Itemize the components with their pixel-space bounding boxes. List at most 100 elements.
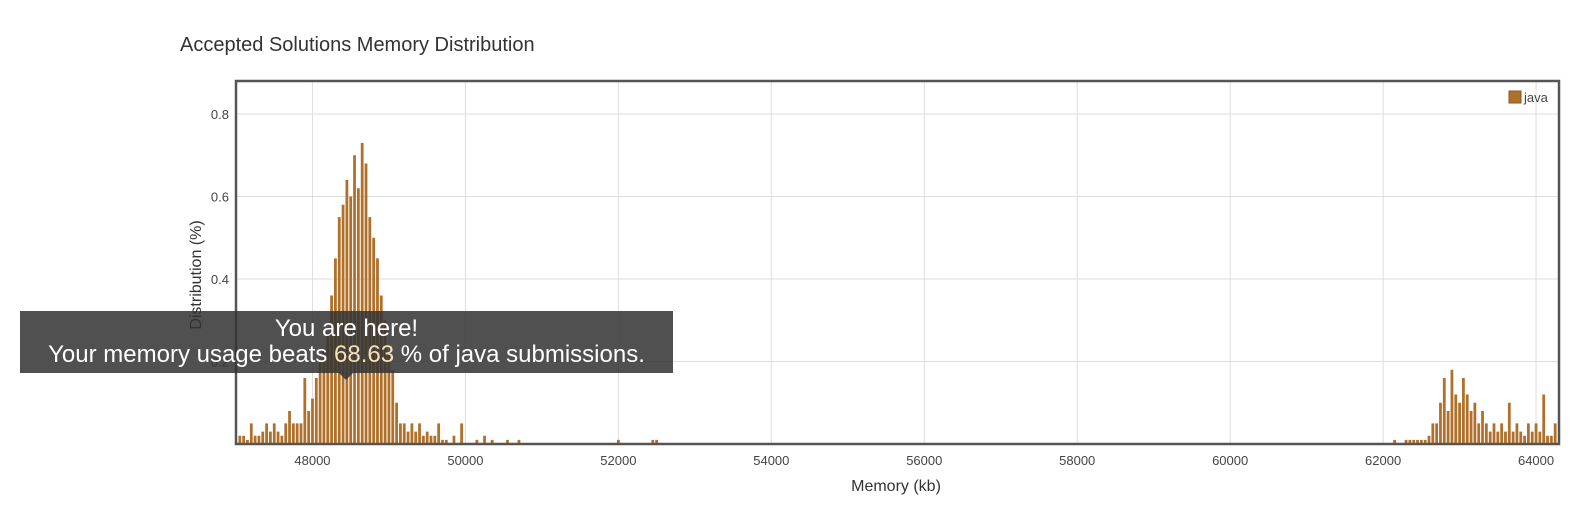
- bar-java[interactable]: [1546, 435, 1549, 444]
- bar-java[interactable]: [272, 423, 276, 444]
- bar-java[interactable]: [410, 423, 414, 444]
- bar-java[interactable]: [1462, 378, 1465, 444]
- bars-java[interactable]: [238, 142, 1557, 445]
- bar-java[interactable]: [616, 439, 620, 444]
- bar-java[interactable]: [280, 435, 284, 444]
- bar-java[interactable]: [452, 435, 456, 444]
- bar-java[interactable]: [326, 332, 330, 444]
- bar-java[interactable]: [1534, 423, 1538, 444]
- bar-java[interactable]: [418, 423, 421, 444]
- y-tick-label: 0.8: [211, 107, 229, 122]
- bar-java[interactable]: [1504, 431, 1507, 444]
- legend-swatch-java: [1508, 90, 1522, 104]
- bar-java[interactable]: [288, 411, 291, 444]
- bar-java[interactable]: [437, 423, 441, 444]
- bar-java[interactable]: [1408, 439, 1412, 444]
- bar-java[interactable]: [406, 431, 410, 444]
- bar-java[interactable]: [395, 402, 398, 444]
- bar-java[interactable]: [314, 378, 318, 444]
- bar-java[interactable]: [284, 423, 288, 444]
- bar-java[interactable]: [238, 435, 242, 444]
- bar-java[interactable]: [1458, 402, 1461, 444]
- bar-java[interactable]: [1492, 423, 1496, 444]
- bar-java[interactable]: [441, 439, 444, 444]
- bar-java[interactable]: [246, 439, 249, 444]
- bar-java[interactable]: [1496, 431, 1500, 444]
- bar-java[interactable]: [1484, 423, 1488, 444]
- bar-java[interactable]: [242, 435, 246, 444]
- bar-java[interactable]: [303, 378, 307, 444]
- bar-java[interactable]: [257, 435, 261, 444]
- bar-java[interactable]: [387, 353, 391, 444]
- bar-java[interactable]: [1427, 435, 1431, 444]
- bar-java[interactable]: [1446, 411, 1450, 444]
- bar-java[interactable]: [1500, 423, 1504, 444]
- bar-java[interactable]: [1519, 431, 1523, 444]
- bar-java[interactable]: [460, 423, 463, 444]
- bar-java[interactable]: [1393, 439, 1396, 444]
- bar-java[interactable]: [318, 361, 322, 445]
- bar-java[interactable]: [1523, 435, 1526, 444]
- bar-java[interactable]: [1507, 402, 1511, 444]
- bar-java[interactable]: [433, 435, 437, 444]
- bar-java[interactable]: [490, 439, 494, 444]
- bar-java[interactable]: [1435, 423, 1439, 444]
- bar-java[interactable]: [444, 439, 448, 444]
- bar-java[interactable]: [360, 142, 364, 444]
- bar-java[interactable]: [1423, 439, 1427, 444]
- bar-java[interactable]: [299, 423, 303, 444]
- bar-java[interactable]: [1412, 439, 1416, 444]
- bar-java[interactable]: [1481, 411, 1484, 444]
- bar-java[interactable]: [1450, 369, 1454, 444]
- bar-java[interactable]: [1511, 431, 1515, 444]
- bar-java[interactable]: [1515, 423, 1519, 444]
- bar-java[interactable]: [265, 423, 268, 444]
- bar-java[interactable]: [1553, 423, 1557, 444]
- bar-java[interactable]: [1416, 439, 1419, 444]
- bar-java[interactable]: [322, 349, 326, 444]
- bar-java[interactable]: [1469, 411, 1473, 444]
- x-tick-label: 50000: [447, 453, 483, 468]
- bar-java[interactable]: [311, 398, 314, 444]
- bar-java[interactable]: [249, 423, 253, 444]
- bar-java[interactable]: [655, 439, 658, 444]
- bar-java[interactable]: [414, 431, 418, 444]
- bar-java[interactable]: [399, 423, 402, 444]
- bar-java[interactable]: [506, 439, 509, 444]
- bar-java[interactable]: [1431, 423, 1435, 444]
- bar-java[interactable]: [261, 431, 265, 444]
- bar-java[interactable]: [402, 423, 406, 444]
- bar-java[interactable]: [517, 439, 521, 444]
- bar-java[interactable]: [1439, 402, 1442, 444]
- bar-java[interactable]: [1530, 431, 1534, 444]
- bar-java[interactable]: [483, 435, 486, 444]
- bar-java[interactable]: [364, 163, 368, 445]
- bar-java[interactable]: [475, 439, 479, 444]
- bar-java[interactable]: [295, 423, 299, 444]
- bar-java[interactable]: [391, 369, 395, 444]
- bar-java[interactable]: [1465, 394, 1469, 445]
- bar-java[interactable]: [1542, 394, 1546, 445]
- bar-java[interactable]: [1442, 378, 1446, 444]
- legend[interactable]: java: [1508, 90, 1549, 105]
- bar-java[interactable]: [1538, 431, 1542, 444]
- bar-java[interactable]: [1473, 402, 1477, 444]
- bar-java[interactable]: [307, 411, 311, 444]
- bar-java[interactable]: [276, 431, 280, 444]
- bar-java[interactable]: [1488, 431, 1492, 444]
- bar-java[interactable]: [1404, 439, 1408, 444]
- bar-java[interactable]: [421, 435, 425, 444]
- bar-java[interactable]: [651, 439, 655, 444]
- bar-java[interactable]: [1454, 394, 1458, 445]
- bar-java[interactable]: [253, 435, 257, 444]
- bar-java[interactable]: [353, 155, 356, 444]
- bar-java[interactable]: [1527, 423, 1530, 444]
- bar-java[interactable]: [429, 435, 433, 444]
- bar-java[interactable]: [383, 320, 387, 444]
- bar-java[interactable]: [269, 431, 272, 444]
- bar-java[interactable]: [291, 423, 295, 444]
- bar-java[interactable]: [1477, 423, 1481, 444]
- bar-java[interactable]: [1419, 439, 1423, 444]
- bar-java[interactable]: [425, 431, 429, 444]
- bar-java[interactable]: [1549, 435, 1553, 444]
